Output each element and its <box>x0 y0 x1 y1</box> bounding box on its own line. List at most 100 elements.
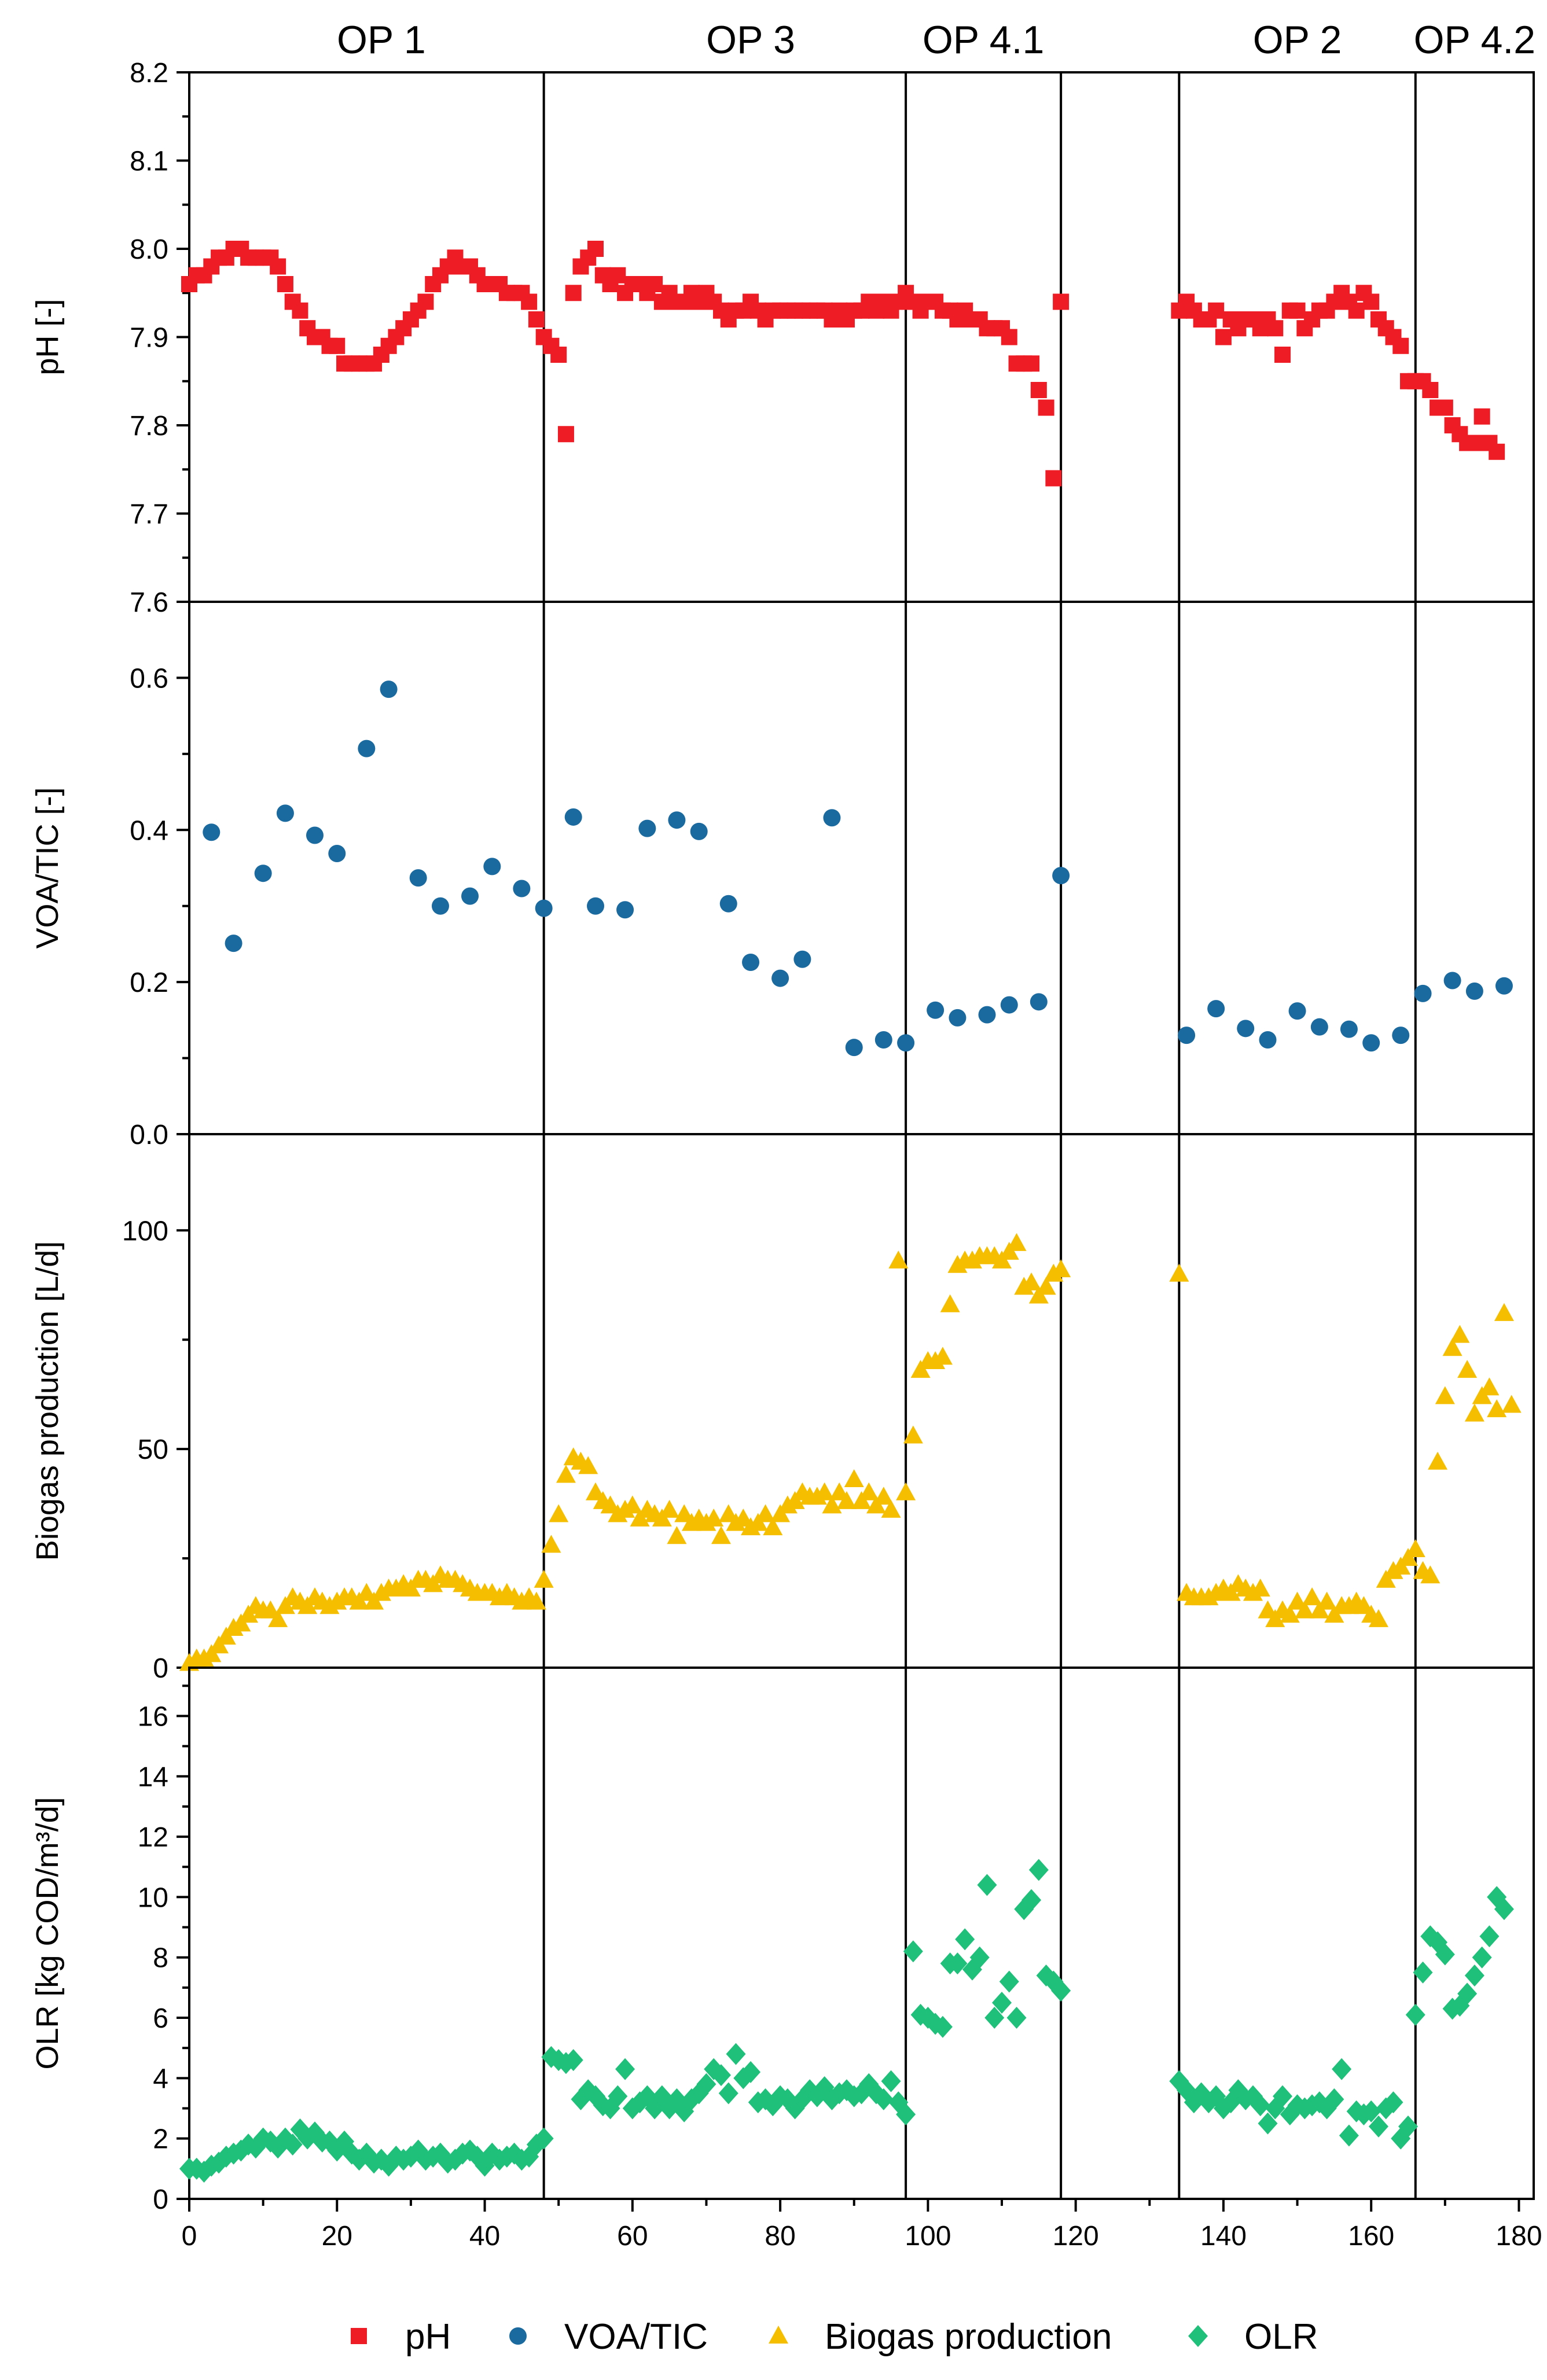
data-point <box>1405 2003 1425 2026</box>
data-point <box>1324 2088 1344 2110</box>
legend-label: VOA/TIC <box>564 2317 708 2357</box>
data-point <box>704 1509 724 1527</box>
data-point <box>932 1347 953 1365</box>
data-point <box>1435 1386 1455 1404</box>
legend-label: Biogas production <box>825 2317 1112 2357</box>
y-tick-label: 7.7 <box>130 499 168 530</box>
data-point <box>949 1009 967 1027</box>
data-point <box>461 887 479 905</box>
data-point <box>1036 1277 1056 1295</box>
data-point <box>1310 1018 1328 1036</box>
data-point <box>881 2070 901 2092</box>
phase-label: OP 1 <box>337 18 426 62</box>
data-point <box>1028 1859 1049 1881</box>
panel-frame <box>188 1667 1535 2200</box>
data-point <box>550 347 567 363</box>
data-point <box>1466 435 1483 451</box>
data-point <box>1422 382 1439 398</box>
data-point <box>1207 1000 1225 1018</box>
data-point <box>270 258 286 275</box>
data-point <box>1045 470 1062 487</box>
data-point <box>1038 399 1054 416</box>
data-point <box>1501 1395 1522 1413</box>
data-point <box>1339 2124 1359 2147</box>
data-point <box>1280 1605 1300 1623</box>
data-point <box>1479 1925 1500 1948</box>
phase-label: OP 4.2 <box>1414 18 1535 62</box>
data-point <box>793 950 811 968</box>
operating-phase-labels: OP 1 OP 3 OP 4.1 OP 2 OP 4.2 <box>337 18 1535 62</box>
data-point <box>1288 1002 1306 1020</box>
data-point <box>268 1609 288 1627</box>
data-point <box>711 2064 731 2087</box>
data-point <box>897 1034 915 1052</box>
data-point <box>690 822 708 840</box>
legend-label: pH <box>405 2317 451 2357</box>
series-OLR <box>179 1859 1514 2183</box>
data-point <box>823 809 841 827</box>
data-point <box>903 1425 923 1444</box>
data-point <box>927 1001 945 1019</box>
data-point <box>836 1491 857 1509</box>
data-point <box>1420 1565 1441 1584</box>
data-point <box>557 426 574 443</box>
data-point <box>380 680 398 698</box>
y-axis-title: OLR [kg COD/m³/d] <box>30 1797 65 2069</box>
data-point <box>615 2058 635 2080</box>
data-point <box>1464 1403 1484 1422</box>
y-axis-title: VOA/TIC [-] <box>30 787 65 948</box>
data-point <box>609 267 626 284</box>
phase-label: OP 2 <box>1253 18 1342 62</box>
data-point <box>1443 972 1461 989</box>
data-point <box>888 1250 909 1269</box>
data-point <box>718 2082 738 2105</box>
data-point <box>1392 1027 1410 1044</box>
data-point <box>1295 1600 1315 1618</box>
data-point <box>1363 293 1380 310</box>
data-point <box>1250 1578 1270 1597</box>
data-point <box>306 826 324 844</box>
legend-marker <box>769 2326 788 2344</box>
data-point <box>1428 1451 1448 1470</box>
data-point <box>1457 1982 1478 2005</box>
data-point <box>711 1526 731 1544</box>
data-point <box>1457 1360 1478 1378</box>
data-point <box>1289 302 1306 319</box>
data-point <box>254 865 272 882</box>
data-point <box>521 293 538 310</box>
data-point <box>1348 302 1365 319</box>
data-point <box>1030 382 1047 398</box>
y-tick-label: 0.4 <box>130 815 168 846</box>
data-point <box>534 1569 554 1588</box>
x-tick-label: 180 <box>1495 2221 1542 2252</box>
data-point <box>1435 1943 1455 1966</box>
data-point <box>1258 2112 1278 2135</box>
y-tick-label: 4 <box>153 2063 168 2094</box>
data-point <box>1361 2100 1381 2122</box>
data-point <box>528 311 545 328</box>
data-point <box>978 1006 996 1024</box>
panel-3: 0 50 100 Biogas production [L/d] <box>30 1133 1535 1684</box>
data-point <box>1274 347 1291 363</box>
data-point <box>881 1499 901 1518</box>
x-tick-label: 60 <box>617 2221 648 2252</box>
data-point <box>277 276 293 292</box>
data-point <box>696 2073 716 2095</box>
y-tick-label: 16 <box>138 1701 168 1732</box>
data-point <box>763 1517 783 1536</box>
data-point <box>977 1874 997 1896</box>
y-tick-label: 100 <box>122 1216 168 1246</box>
x-tick-label: 0 <box>182 2221 197 2252</box>
series-Biogas production <box>179 1233 1522 1671</box>
y-tick-label: 7.8 <box>130 411 168 442</box>
data-point <box>814 1482 835 1500</box>
data-point <box>1237 1020 1255 1038</box>
data-point <box>526 1591 546 1610</box>
data-point <box>564 808 582 826</box>
data-point <box>822 1495 842 1514</box>
data-point <box>1473 408 1490 425</box>
y-tick-label: 8 <box>153 1943 168 1974</box>
y-tick-label: 7.9 <box>130 323 168 354</box>
data-point <box>874 1031 892 1049</box>
